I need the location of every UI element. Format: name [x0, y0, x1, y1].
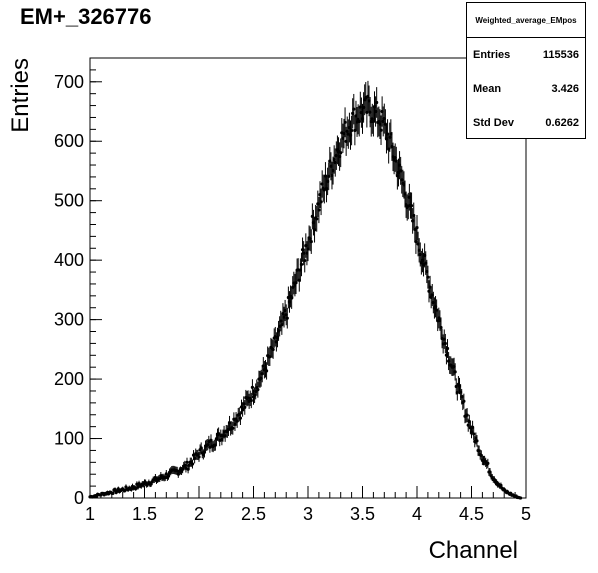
data-point — [271, 347, 275, 352]
data-point — [352, 107, 356, 111]
stats-row-stddev: Std Dev 0.6262 — [467, 106, 585, 140]
data-point — [185, 460, 189, 464]
data-point — [375, 100, 379, 105]
stats-name: Weighted_average_EMpos — [467, 3, 585, 38]
data-point — [231, 426, 235, 430]
data-point — [343, 120, 347, 124]
stats-entries-label: Entries — [473, 49, 511, 61]
data-point — [285, 316, 289, 320]
stats-mean-label: Mean — [473, 83, 502, 95]
data-point — [445, 346, 450, 351]
y-tick-label: 400 — [54, 250, 84, 270]
x-tick-label: 4 — [412, 504, 422, 524]
histogram-title: EM+_326776 — [20, 4, 152, 29]
y-tick-label: 300 — [54, 310, 84, 330]
data-point — [197, 455, 201, 459]
data-point — [350, 128, 354, 133]
data-point — [299, 262, 304, 267]
x-tick-label: 5 — [521, 504, 531, 524]
data-point — [409, 204, 414, 208]
data-point — [439, 325, 443, 330]
y-tick-label: 600 — [54, 131, 84, 151]
plot-frame — [89, 57, 527, 499]
data-point — [443, 341, 447, 346]
y-tick-label: 500 — [54, 191, 84, 211]
axes — [89, 57, 527, 499]
data-point — [518, 496, 523, 500]
stats-row-entries: Entries 115536 — [467, 38, 585, 72]
data-point — [394, 159, 398, 163]
stats-row-mean: Mean 3.426 — [467, 72, 585, 106]
data-point — [264, 369, 269, 373]
data-point — [379, 128, 383, 132]
data-point — [472, 432, 476, 436]
data-point — [217, 432, 221, 436]
stats-stddev-label: Std Dev — [473, 117, 514, 129]
data-point — [190, 462, 195, 466]
x-axis-label: Channel — [429, 537, 518, 564]
x-tick-label: 4.5 — [459, 504, 484, 524]
y-tick-label: 0 — [74, 488, 84, 508]
y-tick-label: 100 — [54, 429, 84, 449]
data-point — [315, 217, 319, 221]
x-tick-label: 3.5 — [350, 504, 375, 524]
data-point — [327, 174, 331, 178]
x-tick-label: 1.5 — [132, 504, 157, 524]
stats-mean-value: 3.426 — [551, 83, 579, 95]
data-point — [303, 258, 307, 263]
data-point — [415, 226, 419, 230]
data-point — [453, 370, 457, 374]
ticks: 1 1.5 2 2.5 3 3.5 4 4.5 5 0 100 200 300 400 500 600 700 — [54, 57, 531, 524]
data-point — [309, 239, 313, 244]
x-tick-label: 2.5 — [241, 504, 266, 524]
data-point — [414, 239, 418, 244]
data-point — [475, 439, 479, 443]
data-point — [465, 413, 469, 417]
y-axis-label: Entries — [7, 58, 34, 133]
data-points — [88, 80, 523, 500]
stats-entries-value: 115536 — [542, 49, 579, 61]
data-point — [317, 208, 321, 212]
y-tick-label: 700 — [54, 72, 84, 92]
stats-box: Weighted_average_EMpos Entries 115536 Me… — [466, 2, 586, 139]
x-tick-label: 2 — [194, 504, 204, 524]
data-point — [462, 399, 466, 403]
stats-stddev-value: 0.6262 — [545, 117, 579, 129]
data-point — [256, 388, 260, 392]
data-point — [249, 398, 253, 403]
data-point — [319, 200, 323, 204]
data-point — [426, 275, 430, 279]
data-point — [250, 385, 255, 389]
data-point — [294, 281, 298, 285]
y-tick-label: 200 — [54, 369, 84, 389]
data-point — [412, 213, 416, 218]
data-point — [243, 405, 247, 410]
data-point — [238, 416, 243, 420]
data-point — [486, 461, 490, 465]
data-point — [339, 151, 343, 155]
data-point — [111, 491, 115, 495]
x-tick-label: 1 — [85, 504, 95, 524]
x-tick-label: 3 — [303, 504, 313, 524]
